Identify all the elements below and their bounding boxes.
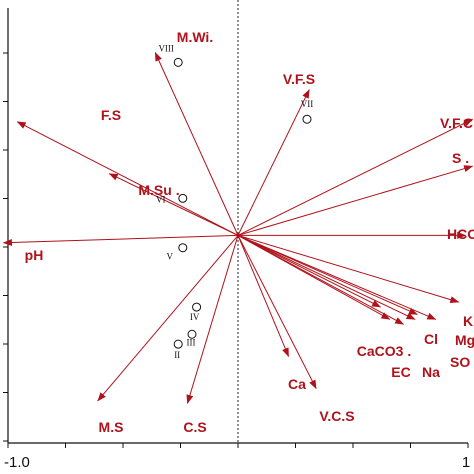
arrow-label-v-f-s: V.F.S	[283, 71, 315, 87]
site-point-ii	[173, 339, 183, 349]
arrow-label-k: K	[463, 313, 473, 329]
plot-frame: -1.0 1	[3, 0, 470, 471]
arrow-label-m-wi: M.Wi.	[177, 29, 213, 45]
site-point-iv	[192, 302, 202, 312]
arrow-ec	[237, 234, 391, 320]
arrow-label-mg: Mg	[455, 332, 474, 348]
arrow-ca	[237, 235, 290, 357]
arrow-label-v-c-s: V.C.S	[319, 408, 354, 424]
arrow-v-f-c	[237, 118, 474, 236]
arrow-label-na: Na	[422, 364, 440, 380]
arrow-label-m-s: M.S	[99, 419, 124, 435]
arrow-label-ph: pH	[25, 247, 44, 263]
x-tick-label-min: -1.0	[4, 454, 30, 471]
data-labels: M.Wi. V.F.S F.S V.F.C M.Su . S . HCO pH K Mg Cl SO N…	[25, 29, 474, 435]
arrow-label-cl: Cl	[424, 331, 438, 347]
arrow-label-ec: EC	[391, 364, 410, 380]
site-label-iii: III	[187, 337, 196, 347]
arrow-caco3	[237, 234, 382, 308]
arrow-cl	[237, 234, 418, 315]
site-label-vi: VI	[156, 194, 166, 204]
site-point-iii	[187, 329, 197, 339]
site-label-viii: VIII	[158, 43, 174, 53]
site-label-ii: II	[174, 350, 180, 360]
arrow-v-c-s	[237, 235, 317, 390]
arrow-m-wi	[154, 52, 239, 236]
x-tick-label-max: 1	[462, 454, 470, 471]
site-label-vii: VII	[301, 99, 314, 109]
arrow-label-m-su: M.Su .	[138, 182, 179, 198]
site-points	[173, 57, 312, 349]
site-label-iv: IV	[190, 312, 200, 322]
arrow-label-caco3: CaCO3 .	[357, 343, 411, 359]
arrow-label-hco: HCO	[447, 226, 474, 242]
arrow-label-so: SO	[450, 354, 470, 370]
arrow-m-s	[97, 235, 239, 402]
arrow-f-s	[16, 121, 239, 236]
arrow-label-f-s: F.S	[101, 107, 121, 123]
arrow-label-s: S .	[452, 150, 469, 166]
arrow-v-f-s	[237, 89, 310, 236]
arrow-so	[237, 234, 416, 320]
arrow-s	[237, 165, 474, 236]
site-label-v: V	[167, 252, 174, 262]
site-point-vii	[302, 114, 312, 124]
site-point-vi	[178, 193, 188, 203]
arrow-label-ca: Ca	[288, 376, 306, 392]
arrow-k	[237, 234, 460, 304]
site-point-v	[178, 243, 188, 253]
arrow-c-s	[186, 235, 239, 404]
arrow-label-v-f-c: V.F.C	[440, 115, 473, 131]
variable-arrows	[2, 52, 474, 404]
arrow-m-su	[108, 173, 239, 236]
arrow-ph	[2, 234, 239, 247]
arrow-label-c-s: C.S	[183, 419, 206, 435]
site-point-viii	[173, 57, 183, 67]
